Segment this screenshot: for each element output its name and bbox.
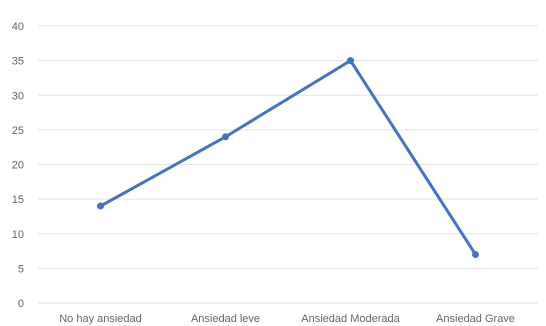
y-tick-label: 15: [12, 194, 24, 206]
x-axis-category-labels: No hay ansiedad Ansiedad leve Ansiedad Mod…: [59, 313, 515, 325]
y-axis-tick-labels: 0 5 10 15 20 25 30 35 40: [12, 21, 24, 310]
data-point: [97, 202, 104, 210]
y-tick-label: 10: [12, 229, 24, 241]
y-tick-label: 40: [12, 21, 24, 33]
y-tick-label: 30: [12, 90, 24, 102]
x-category-label: No hay ansiedad: [59, 313, 142, 325]
x-category-label: Ansiedad Grave: [436, 313, 515, 325]
series-line: [99, 59, 477, 256]
data-point: [347, 57, 354, 65]
x-category-label: Ansiedad Moderada: [301, 313, 400, 325]
x-category-label: Ansiedad leve: [191, 313, 260, 325]
y-tick-label: 0: [18, 298, 24, 310]
y-tick-label: 5: [18, 263, 24, 275]
y-tick-label: 35: [12, 56, 24, 68]
series-layer: [97, 57, 479, 259]
y-tick-label: 20: [12, 160, 24, 172]
data-point: [222, 133, 229, 141]
y-tick-label: 25: [12, 125, 24, 137]
data-point: [472, 251, 479, 259]
gridlines: [38, 25, 538, 304]
